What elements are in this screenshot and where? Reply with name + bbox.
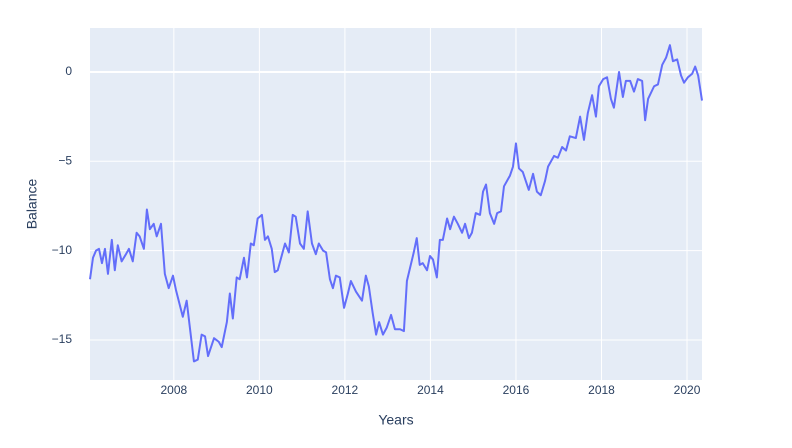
x-tick-label: 2012 bbox=[332, 383, 359, 397]
x-tick-label: 2016 bbox=[503, 383, 530, 397]
y-axis-title: Balance bbox=[24, 178, 40, 229]
x-axis-title: Years bbox=[378, 412, 413, 428]
data-line bbox=[89, 44, 703, 363]
plot-area bbox=[90, 28, 702, 380]
y-tick-label: −15 bbox=[52, 332, 73, 346]
y-tick-label: 0 bbox=[65, 64, 72, 78]
x-tick-label: 2010 bbox=[246, 383, 273, 397]
y-tick-label: −10 bbox=[52, 243, 73, 257]
x-tick-label: 2008 bbox=[160, 383, 187, 397]
x-tick-label: 2020 bbox=[674, 383, 701, 397]
x-tick-label: 2018 bbox=[588, 383, 615, 397]
x-tick-label: 2014 bbox=[417, 383, 444, 397]
y-tick-label: −5 bbox=[58, 153, 72, 167]
